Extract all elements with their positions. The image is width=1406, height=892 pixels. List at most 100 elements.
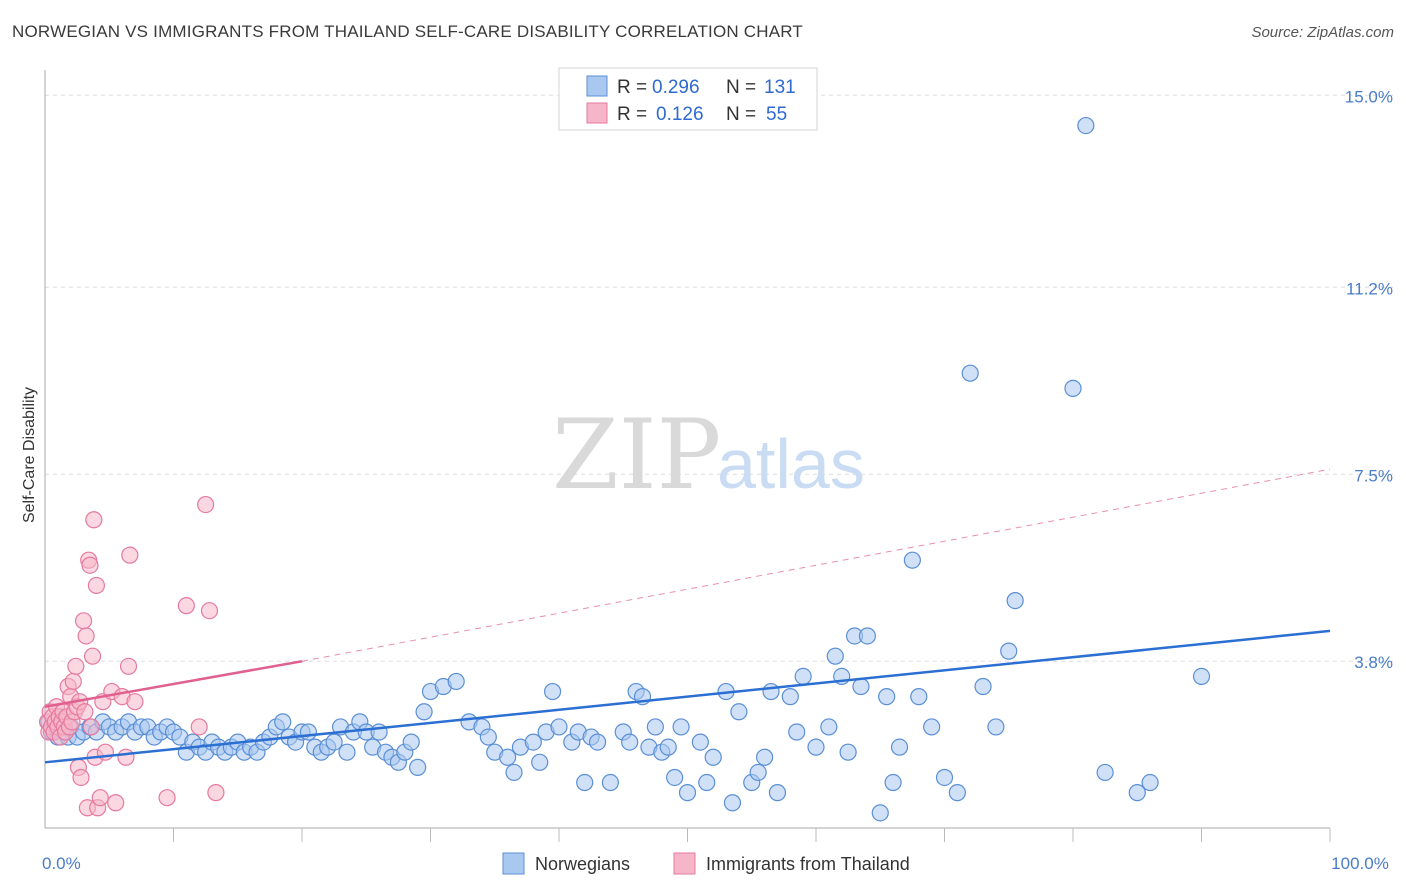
norwegian-point-100 (730, 703, 748, 721)
norwegian-point-44 (299, 723, 318, 741)
norwegian-point-68 (479, 728, 497, 746)
legend-n-value-norwegians: 131 (764, 77, 796, 98)
norwegian-point-74 (531, 753, 549, 771)
norwegian-point-83 (601, 773, 620, 792)
norwegian-point-122 (910, 688, 928, 706)
norwegian-point-126 (961, 364, 979, 382)
thailand-point-37 (87, 576, 106, 595)
norwegian-point-125 (948, 784, 966, 802)
norwegian-point-76 (543, 682, 562, 701)
watermark: ZIP atlas (552, 399, 865, 511)
bottom-legend: Norwegians Immigrants from Thailand (502, 852, 910, 875)
norwegians-trendline (44, 629, 1331, 764)
norwegian-point-135 (1141, 773, 1159, 792)
thailand-point-29 (77, 627, 95, 645)
norwegian-point-116 (858, 627, 877, 645)
thailand-point-32 (81, 556, 99, 574)
y-tick-label-3: 15.0% (1345, 87, 1393, 106)
thailand-point-51 (190, 718, 208, 736)
norwegian-point-109 (807, 738, 825, 756)
legend-r-label-norwegians: R = (617, 77, 647, 98)
norwegian-point-134 (1128, 784, 1146, 802)
norwegian-point-107 (788, 723, 806, 741)
norwegian-point-136 (1192, 667, 1211, 686)
legend-r-value-norwegians: 0.296 (652, 77, 700, 98)
norwegian-point-80 (576, 773, 594, 792)
norwegian-point-48 (325, 733, 343, 751)
norwegian-point-94 (678, 784, 697, 802)
norwegian-point-61 (409, 758, 427, 776)
y-tick-label-1: 7.5% (1354, 466, 1393, 485)
legend-r-value-thailand: 0.126 (656, 104, 704, 125)
norwegian-point-95 (691, 733, 709, 751)
top-legend: R = 0.296 N = 131 R = 0.126 N = 55 (558, 67, 818, 131)
thailand-trendline (44, 660, 303, 708)
y-axis-title: Self-Care Disability (21, 387, 38, 523)
norwegian-point-102 (749, 763, 767, 782)
legend-r-label-thailand: R = (617, 104, 647, 125)
norwegian-point-110 (820, 718, 838, 736)
norwegian-point-128 (987, 718, 1005, 736)
norwegian-point-40 (274, 713, 292, 731)
thailand-point-47 (121, 546, 139, 564)
norwegian-point-70 (499, 748, 517, 766)
x-tick-label-1: 100.0% (1331, 854, 1389, 873)
watermark-zip: ZIP (552, 399, 721, 511)
norwegian-point-62 (415, 703, 433, 721)
y-tick-label-0: 3.8% (1354, 653, 1393, 672)
norwegian-point-113 (839, 743, 857, 761)
norwegian-point-77 (550, 718, 568, 736)
norwegian-point-89 (646, 718, 664, 736)
norwegian-point-50 (338, 743, 356, 761)
thailand-point-54 (207, 784, 225, 802)
norwegian-point-108 (794, 667, 812, 686)
norwegian-point-124 (935, 768, 954, 787)
thailand-point-26 (72, 768, 90, 787)
norwegian-point-105 (768, 784, 787, 802)
trend-layer (44, 468, 1331, 764)
thailand-trendline-extension (301, 468, 1331, 662)
x-tick-labels: 0.0% 100.0% (42, 854, 1389, 873)
thailand-point-34 (83, 647, 102, 665)
norwegian-point-132 (1077, 116, 1095, 135)
axis-layer (44, 70, 1331, 842)
grid-layer (45, 94, 1395, 662)
thailand-point-52 (197, 495, 215, 514)
thailand-point-45 (117, 748, 135, 766)
legend-n-label-norwegians: N = (726, 77, 756, 98)
x-tick-label-0: 0.0% (42, 854, 81, 873)
thailand-point-33 (82, 718, 100, 736)
thailand-point-53 (200, 602, 219, 620)
chart-title: NORWEGIAN VS IMMIGRANTS FROM THAILAND SE… (12, 22, 804, 41)
legend-n-label-thailand: N = (726, 104, 756, 125)
thailand-point-35 (85, 511, 103, 529)
thailand-point-28 (76, 703, 94, 721)
norwegian-point-120 (890, 738, 909, 756)
thailand-point-49 (158, 789, 176, 807)
legend-n-value-thailand: 55 (766, 104, 787, 125)
norwegian-point-130 (1006, 591, 1024, 610)
legend-swatch-thailand (586, 102, 608, 124)
y-tick-labels: 3.8% 7.5% 11.2% 15.0% (1345, 87, 1393, 672)
thailand-point-27 (74, 612, 93, 630)
thailand-point-39 (91, 789, 109, 807)
norwegian-point-127 (974, 677, 992, 696)
bottom-legend-label-thailand: Immigrants from Thailand (706, 854, 910, 874)
y-tick-label-2: 11.2% (1346, 279, 1393, 298)
norwegian-point-117 (871, 804, 889, 822)
thailand-point-20 (64, 672, 82, 691)
thailand-point-22 (67, 657, 85, 675)
bottom-legend-label-norwegians: Norwegians (535, 854, 630, 874)
norwegian-point-106 (781, 688, 799, 706)
norwegian-point-93 (672, 718, 690, 736)
norwegian-point-91 (659, 738, 677, 756)
norwegian-point-82 (588, 733, 607, 751)
norwegian-point-65 (447, 672, 465, 691)
norwegian-point-60 (402, 733, 420, 751)
norwegian-point-97 (704, 748, 722, 766)
norwegian-point-103 (755, 748, 774, 766)
thailand-point-43 (107, 794, 125, 812)
norwegian-point-111 (826, 647, 844, 665)
bottom-legend-swatch-thailand (673, 852, 696, 875)
